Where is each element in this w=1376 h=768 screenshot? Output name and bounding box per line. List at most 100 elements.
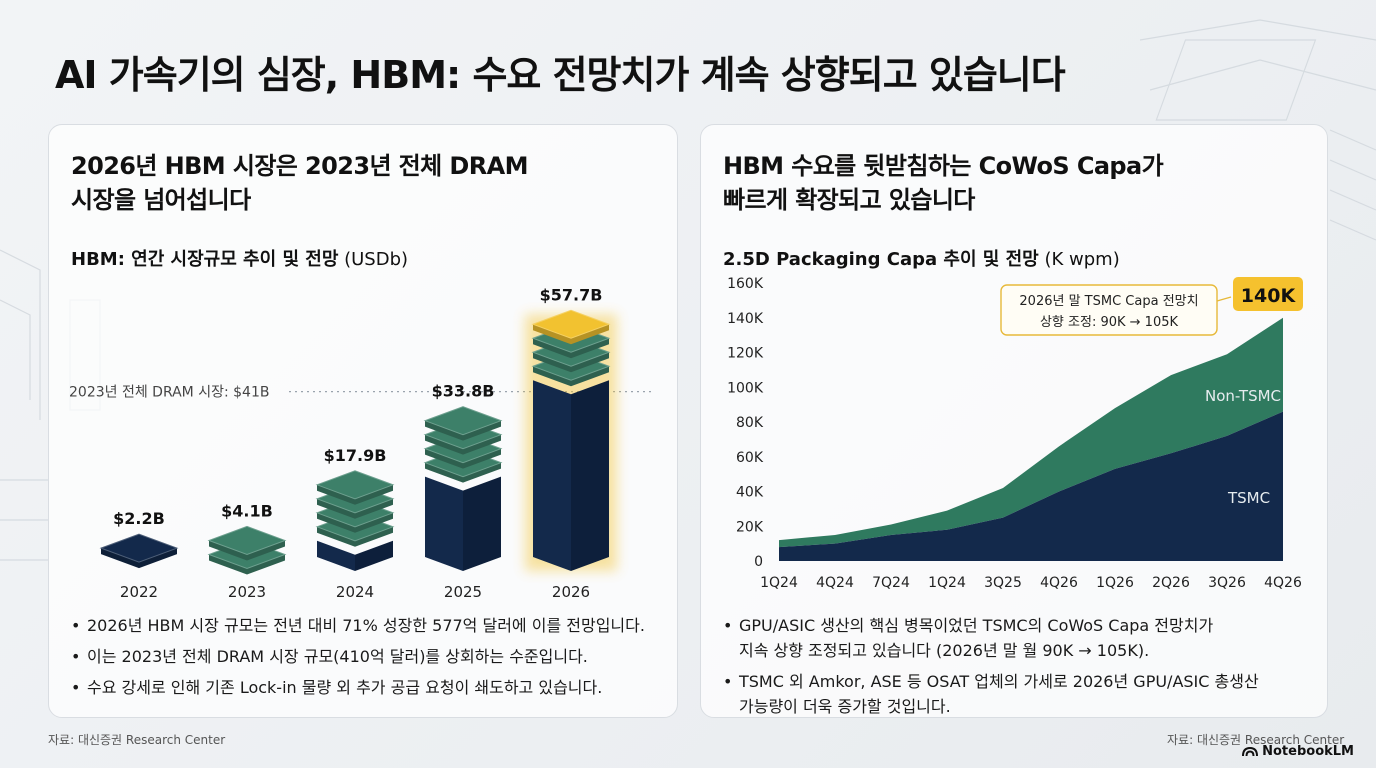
bar-chip-top: [207, 525, 287, 555]
cowos-bullet: • TSMC 외 Amkor, ASE 등 OSAT 업체의 가세로 2026년 …: [723, 672, 1259, 716]
bar-face-left: [317, 540, 355, 571]
bar-chip-side: [533, 352, 609, 373]
bar-group-2026: $57.7B 2026: [525, 285, 617, 601]
hbm-bullet-text: 수요 강세로 인해 기존 Lock-in 물량 외 추가 공급 요청이 쇄도하고…: [87, 678, 603, 697]
bar-chip-top: [531, 309, 611, 339]
cowos-panel-heading-line1: HBM 수요를 뒷받침하는 CoWoS Capa가: [723, 152, 1164, 180]
bar-chip-side: [425, 448, 501, 469]
bar-chip-side: [209, 554, 285, 575]
callout-line2: 상향 조정: 90K → 105K: [1040, 315, 1179, 330]
bar-value-label: $17.9B: [324, 446, 387, 465]
y-tick-label: 100K: [727, 380, 764, 396]
total-badge-label: 140K: [1241, 285, 1297, 307]
hbm-chart-title-text: HBM: 연간 시장규모 추이 및 전망: [71, 249, 339, 270]
callout-connector: [1216, 296, 1232, 302]
y-tick-label: 160K: [727, 276, 764, 292]
bar-face-right: [571, 380, 609, 571]
bar-group-2022: $2.2B 2022: [99, 509, 179, 601]
x-tick-label: 4Q26: [1264, 575, 1302, 591]
bar-chip-top: [99, 533, 179, 563]
bar-value-label: $33.8B: [432, 382, 495, 401]
x-tick-label: 1Q24: [928, 575, 966, 591]
x-tick-label: 3Q25: [984, 575, 1022, 591]
bar-group-2025: $33.8B 2025: [423, 382, 503, 601]
cowos-bullet-text: TSMC 외 Amkor, ASE 등 OSAT 업체의 가세로 2026년 G…: [739, 672, 1259, 691]
y-tick-label: 20K: [736, 519, 764, 535]
x-tick-label: 2025: [444, 583, 482, 601]
bar-chip-side: [317, 498, 393, 519]
bar-group-2024: $17.9B 2024: [315, 446, 395, 601]
x-tick-label: 2022: [120, 583, 158, 601]
right-source-note: 자료: 대신증권 Research Center: [1167, 733, 1345, 747]
hbm-panel-heading: 2026년 HBM 시장은 2023년 전체 DRAM 시장을 넘어섭니다: [71, 149, 631, 217]
cowos-area-chart: 0 20K 40K 60K 80K 100K 120K 140K 160K 1Q24 4Q24 7Q2…: [727, 276, 1303, 591]
hbm-market-panel: 2026년 HBM 시장은 2023년 전체 DRAM 시장을 넘어섭니다 HB…: [48, 124, 678, 718]
dram-reference-label: 2023년 전체 DRAM 시장: $41B: [69, 385, 269, 401]
cowos-bullet: • GPU/ASIC 생산의 핵심 병목이었던 TSMC의 CoWoS Capa …: [723, 616, 1214, 660]
hbm-chart-unit: (USDb): [338, 249, 409, 270]
x-tick-label: 3Q26: [1208, 575, 1246, 591]
callout-box: [1000, 284, 1218, 336]
x-tick-label: 4Q24: [816, 575, 854, 591]
hbm-panel-heading-line2: 시장을 넘어섭니다: [71, 186, 251, 214]
bar-face-right: [355, 540, 393, 571]
hbm-panel-heading-line1: 2026년 HBM 시장은 2023년 전체 DRAM: [71, 152, 528, 180]
bar-chip-side: [317, 484, 393, 505]
total-badge: [1233, 277, 1303, 311]
x-tick-label: 2026: [552, 583, 590, 601]
brand-name: NotebookLM: [1262, 744, 1354, 759]
x-tick-label: 2Q26: [1152, 575, 1190, 591]
cowos-bullet-text: 가능량이 더욱 증가할 것입니다.: [739, 697, 951, 716]
cowos-bullet-text: GPU/ASIC 생산의 핵심 병목이었던 TSMC의 CoWoS Capa 전…: [739, 616, 1214, 635]
bar-chip-top: [423, 406, 503, 436]
hbm-bullet-text: 2026년 HBM 시장 규모는 전년 대비 71% 성장한 577억 달러에 …: [87, 616, 645, 635]
bar-chip-side: [533, 338, 609, 359]
y-tick-label: 0: [754, 554, 763, 570]
brand-watermark: NotebookLM: [1242, 744, 1354, 759]
bar-chip-side: [317, 526, 393, 547]
cowos-chart-title-text: 2.5D Packaging Capa 추이 및 전망: [723, 249, 1039, 270]
bar-chip-side: [533, 324, 609, 345]
series-label-tsmc: TSMC: [1227, 489, 1270, 507]
y-tick-label: 140K: [727, 311, 764, 327]
left-source-note: 자료: 대신증권 Research Center: [48, 733, 226, 747]
bar-chip-top: [315, 470, 395, 500]
bar-chip-side: [425, 420, 501, 441]
bar-chip-side: [101, 548, 177, 569]
x-tick-label: 2023: [228, 583, 266, 601]
callout-line1: 2026년 말 TSMC Capa 전망치: [1019, 294, 1198, 309]
y-tick-label: 80K: [736, 415, 764, 431]
cowos-bullet-text: 지속 상향 조정되고 있습니다 (2026년 말 월 90K → 105K).: [739, 641, 1150, 660]
page-title: AI 가속기의 심장, HBM: 수요 전망치가 계속 상향되고 있습니다: [55, 53, 1066, 97]
cowos-chart-unit: (K wpm): [1038, 249, 1120, 270]
x-tick-label: 2024: [336, 583, 374, 601]
bar-value-label: $57.7B: [540, 285, 603, 304]
cowos-panel-heading: HBM 수요를 뒷받침하는 CoWoS Capa가 빠르게 확장되고 있습니다: [723, 149, 1283, 217]
hbm-bullet: • 수요 강세로 인해 기존 Lock-in 물량 외 추가 공급 요청이 쇄도하…: [71, 678, 603, 697]
non-tsmc-area: [779, 317, 1283, 548]
cowos-capa-panel: HBM 수요를 뒷받침하는 CoWoS Capa가 빠르게 확장되고 있습니다 …: [700, 124, 1328, 718]
y-tick-label: 60K: [736, 450, 764, 466]
hbm-bullet: • 2026년 HBM 시장 규모는 전년 대비 71% 성장한 577억 달러에…: [71, 616, 645, 635]
series-label-non-tsmc: Non-TSMC: [1205, 387, 1281, 405]
bar-group-2023: $4.1B 2023: [207, 501, 287, 601]
x-tick-label: 4Q26: [1040, 575, 1078, 591]
tsmc-area: [779, 411, 1283, 561]
bar-face-right: [463, 476, 501, 571]
y-tick-label: 40K: [736, 485, 764, 501]
hbm-bullet: • 이는 2023년 전체 DRAM 시장 규모(410억 달러)를 상회하는 수…: [71, 647, 588, 666]
bar-chip-side: [533, 366, 609, 387]
x-tick-label: 7Q24: [872, 575, 910, 591]
bar-chip-side: [209, 540, 285, 561]
bar-face-left: [533, 380, 571, 571]
cowos-chart-title: 2.5D Packaging Capa 추이 및 전망 (K wpm): [723, 245, 1120, 271]
cowos-bullet-list: • GPU/ASIC 생산의 핵심 병목이었던 TSMC의 CoWoS Capa …: [723, 613, 1259, 725]
bar-value-label: $2.2B: [113, 509, 165, 528]
bar-chip-side: [425, 434, 501, 455]
x-tick-label: 1Q26: [1096, 575, 1134, 591]
bar-chip-side: [425, 462, 501, 483]
cowos-panel-heading-line2: 빠르게 확장되고 있습니다: [723, 186, 975, 214]
notebooklm-logo-icon: [1242, 746, 1259, 757]
